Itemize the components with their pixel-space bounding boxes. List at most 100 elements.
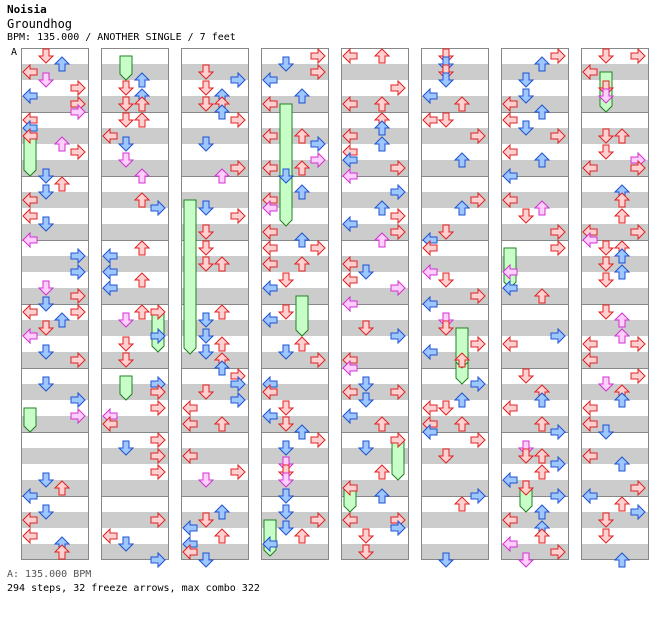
row-stripe (581, 160, 649, 176)
step-arrow (133, 272, 151, 288)
row-stripe (101, 512, 169, 528)
row-stripe (261, 544, 329, 560)
step-arrow (197, 472, 215, 488)
step-arrow (182, 543, 198, 561)
step-arrow (613, 128, 631, 144)
row-stripe (181, 512, 249, 528)
step-arrow (342, 359, 358, 377)
step-arrow (133, 96, 151, 112)
step-arrow (517, 480, 535, 496)
step-arrow (342, 271, 358, 289)
row-stripe (261, 512, 329, 528)
row-stripe (181, 160, 249, 176)
step-arrow (213, 104, 231, 120)
row-stripe (581, 224, 649, 240)
row-stripe (501, 320, 569, 336)
step-arrow (453, 96, 471, 112)
step-arrow (213, 416, 231, 432)
step-arrow (150, 327, 166, 345)
step-arrow (133, 240, 151, 256)
step-arrow (613, 312, 631, 328)
row-stripe (101, 416, 169, 432)
row-stripe (501, 512, 569, 528)
step-arrow (262, 223, 278, 241)
row-stripe (181, 480, 249, 496)
row-stripe (181, 320, 249, 336)
step-arrow (597, 256, 615, 272)
step-arrow (373, 232, 391, 248)
row-stripe (581, 96, 649, 112)
step-arrow (533, 200, 551, 216)
step-arrow (357, 544, 375, 560)
step-arrow (37, 72, 55, 88)
step-arrow (613, 496, 631, 512)
row-stripe (261, 288, 329, 304)
step-arrow (533, 416, 551, 432)
step-arrow (342, 215, 358, 233)
step-arrow (517, 208, 535, 224)
step-arrow (70, 247, 86, 265)
row-stripe (181, 448, 249, 464)
row-stripe (101, 256, 169, 272)
row-stripe (341, 192, 409, 208)
step-arrow (70, 103, 86, 121)
step-arrow (37, 168, 55, 184)
step-arrow (293, 232, 311, 248)
row-stripe (421, 448, 489, 464)
step-arrow (230, 159, 246, 177)
step-arrow (613, 248, 631, 264)
freeze-arrow (183, 199, 197, 355)
step-arrow (597, 48, 615, 64)
step-arrow (453, 392, 471, 408)
step-arrow (533, 152, 551, 168)
step-arrow (37, 504, 55, 520)
row-stripe (421, 512, 489, 528)
step-arrow (197, 256, 215, 272)
step-arrow (182, 415, 198, 433)
row-stripe (261, 352, 329, 368)
step-arrow (342, 95, 358, 113)
row-stripe (21, 128, 89, 144)
step-arrow (630, 335, 646, 353)
step-arrow (22, 511, 38, 529)
step-arrow (53, 480, 71, 496)
row-stripe (181, 128, 249, 144)
step-arrow (310, 431, 326, 449)
step-arrow (53, 136, 71, 152)
step-arrow (597, 512, 615, 528)
row-stripe (581, 288, 649, 304)
step-arrow (357, 528, 375, 544)
row-stripe (101, 384, 169, 400)
step-arrow (453, 200, 471, 216)
step-arrow (373, 120, 391, 136)
row-stripe (181, 384, 249, 400)
row-stripe (181, 224, 249, 240)
step-arrow (70, 407, 86, 425)
step-arrow (470, 287, 486, 305)
step-arrow (133, 112, 151, 128)
step-arrow (150, 399, 166, 417)
freeze-arrow (279, 103, 293, 227)
step-arrow (582, 351, 598, 369)
step-arrow (277, 304, 295, 320)
step-arrow (310, 351, 326, 369)
step-arrow (502, 471, 518, 489)
step-arrow (502, 167, 518, 185)
step-arrow (293, 160, 311, 176)
step-arrow (630, 223, 646, 241)
step-arrow (470, 375, 486, 393)
step-arrow (597, 528, 615, 544)
step-arrow (117, 536, 135, 552)
step-arrow (213, 528, 231, 544)
step-arrow (613, 192, 631, 208)
step-arrow (517, 448, 535, 464)
step-arrow (422, 343, 438, 361)
step-arrow (117, 440, 135, 456)
row-stripe (501, 256, 569, 272)
row-stripe (421, 160, 489, 176)
freeze-arrow (295, 295, 309, 337)
step-arrow (470, 487, 486, 505)
row-stripe (341, 224, 409, 240)
step-arrow (213, 360, 231, 376)
row-stripe (101, 352, 169, 368)
